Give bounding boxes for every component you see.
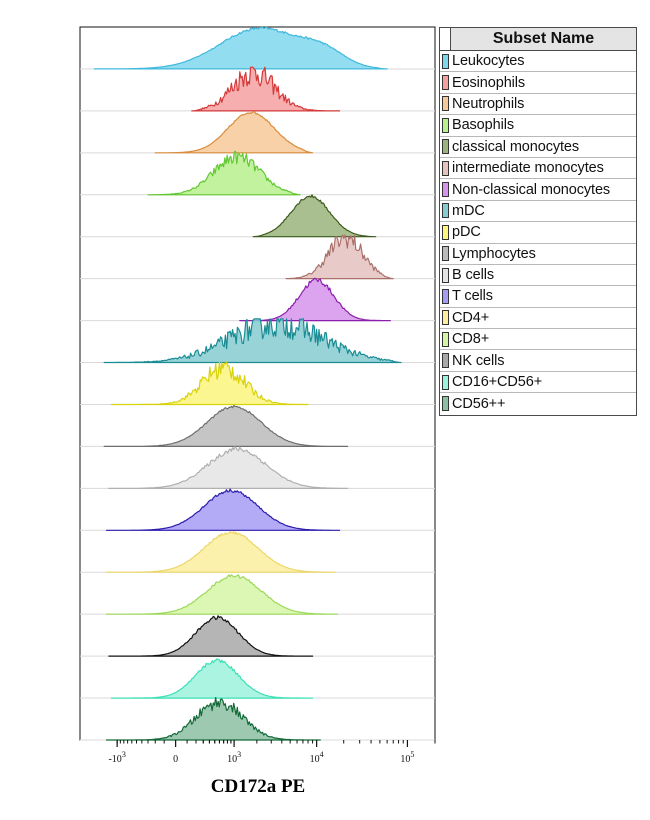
legend-label: Lymphocytes — [452, 245, 536, 262]
legend-item: T cells — [440, 286, 636, 308]
legend-label: classical monocytes — [452, 138, 580, 155]
legend-swatch — [442, 53, 449, 69]
legend-item: Eosinophils — [440, 72, 636, 94]
histogram-area — [108, 446, 349, 489]
histogram-t-cells — [80, 488, 435, 531]
tick-label: -103 — [108, 750, 125, 765]
legend-label: Basophils — [452, 117, 514, 134]
histogram-area — [147, 150, 301, 196]
legend-label: Eosinophils — [452, 74, 526, 91]
legend-item: CD8+ — [440, 329, 636, 351]
histogram-area — [103, 404, 349, 447]
legend-swatch — [442, 139, 449, 155]
legend-swatch — [442, 224, 449, 240]
legend-label: pDC — [452, 224, 481, 241]
legend-label: B cells — [452, 267, 495, 284]
histogram-leukocytes — [80, 26, 435, 70]
legend-item: Leukocytes — [440, 51, 636, 73]
legend-item: B cells — [440, 265, 636, 287]
histogram-area — [285, 234, 394, 280]
tick-label: 0 — [173, 754, 178, 765]
tick-label: 105 — [400, 750, 414, 765]
histogram-area — [93, 26, 388, 70]
histogram-area — [105, 697, 321, 741]
legend-swatch — [442, 75, 449, 91]
histogram-classical-monocytes — [80, 194, 435, 238]
legend: Subset Name Leukocytes Eosinophils Neutrop… — [439, 27, 637, 416]
tick-label: 103 — [227, 750, 241, 765]
legend-swatch — [442, 96, 449, 112]
legend-swatch — [442, 182, 449, 198]
legend-item: CD56++ — [440, 393, 636, 414]
histogram-area — [110, 658, 314, 699]
legend-item: classical monocytes — [440, 137, 636, 158]
histogram-cd8- — [80, 574, 435, 615]
legend-swatch — [442, 396, 449, 412]
legend-label: CD8+ — [452, 331, 490, 348]
histogram-area — [105, 574, 338, 615]
legend-items: Leukocytes Eosinophils Neutrophils Basophil… — [440, 51, 636, 415]
legend-item: intermediate monocytes — [440, 158, 636, 180]
legend-item: Lymphocytes — [440, 244, 636, 265]
legend-label: Non-classical monocytes — [452, 181, 611, 198]
legend-title: Subset Name — [451, 28, 636, 50]
legend-label: Leukocytes — [452, 53, 525, 70]
histogram-area — [105, 531, 336, 573]
legend-item: pDC — [440, 222, 636, 244]
legend-item: CD16+CD56+ — [440, 372, 636, 394]
legend-swatch — [442, 331, 449, 347]
histogram-area — [103, 318, 402, 364]
legend-item: Non-classical monocytes — [440, 179, 636, 201]
histogram-intermediate-monocytes — [80, 234, 435, 280]
histogram-non-classical-monocytes — [80, 277, 435, 322]
histogram-area — [105, 488, 341, 531]
histogram-cd16-cd56- — [80, 658, 435, 699]
tick-label: 104 — [310, 750, 324, 765]
legend-item: Basophils — [440, 115, 636, 137]
histogram-mdc — [80, 318, 435, 364]
histogram-cd56- — [80, 697, 435, 741]
legend-swatch — [442, 288, 449, 304]
histogram-neutrophils — [80, 110, 435, 154]
histogram-cd4- — [80, 531, 435, 573]
histogram-basophils — [80, 150, 435, 196]
histogram-eosinophils — [80, 66, 435, 112]
legend-label: intermediate monocytes — [452, 160, 604, 177]
histogram-area — [191, 66, 341, 112]
legend-swatch — [442, 353, 449, 369]
legend-swatch — [442, 374, 449, 390]
x-axis: -103 0 103 104 105 — [108, 740, 436, 765]
legend-label: T cells — [452, 288, 493, 305]
legend-swatch — [442, 267, 449, 283]
histogram-area — [108, 615, 314, 657]
histogram-nk-cells — [80, 615, 435, 657]
legend-swatch — [442, 310, 449, 326]
legend-item: Neutrophils — [440, 94, 636, 116]
histogram-pdc — [80, 361, 435, 406]
legend-item: CD4+ — [440, 308, 636, 330]
legend-header: Subset Name — [440, 28, 636, 51]
legend-swatch — [442, 203, 449, 219]
histogram-lanes — [80, 26, 435, 741]
legend-label: Neutrophils — [452, 95, 525, 112]
legend-label: mDC — [452, 202, 485, 219]
histogram-area — [252, 194, 377, 238]
histogram-area — [110, 361, 309, 406]
legend-swatch — [442, 160, 449, 176]
legend-label: CD4+ — [452, 309, 490, 326]
legend-label: CD16+CD56+ — [452, 374, 543, 391]
histogram-area — [239, 277, 391, 322]
legend-item: NK cells — [440, 350, 636, 372]
legend-item: mDC — [440, 201, 636, 223]
histogram-lymphocytes — [80, 404, 435, 447]
x-axis-title: CD172a PE — [211, 776, 305, 797]
legend-swatch — [442, 246, 449, 262]
legend-swatch — [442, 117, 449, 133]
legend-label: NK cells — [452, 352, 505, 369]
histogram-b-cells — [80, 446, 435, 489]
histogram-area — [154, 110, 314, 154]
legend-label: CD56++ — [452, 395, 506, 412]
